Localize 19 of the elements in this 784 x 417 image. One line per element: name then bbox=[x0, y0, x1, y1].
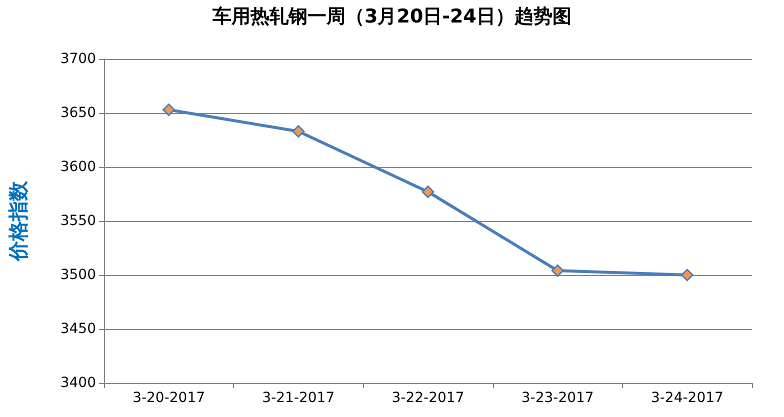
x-tick-label: 3-22-2017 bbox=[392, 390, 464, 406]
y-tick-label: 3550 bbox=[60, 213, 96, 229]
point bbox=[422, 186, 434, 198]
x-tick-label: 3-24-2017 bbox=[650, 390, 724, 406]
y-tick-label: 3650 bbox=[60, 105, 96, 121]
y-tick-label: 3600 bbox=[60, 159, 96, 175]
y-tick-label: 3500 bbox=[60, 267, 96, 283]
y-axis-title: 价格指数 bbox=[6, 180, 30, 262]
y-tick-label: 3400 bbox=[60, 375, 96, 391]
x-tick-label: 3-23-2017 bbox=[521, 390, 594, 406]
x-tick-label: 3-21-2017 bbox=[262, 390, 335, 406]
x-tick-label: 3-20-2017 bbox=[132, 390, 206, 406]
point bbox=[551, 264, 564, 277]
y-tick-label: 3450 bbox=[60, 321, 96, 337]
point bbox=[162, 104, 176, 116]
point bbox=[680, 268, 694, 282]
point bbox=[292, 125, 305, 138]
y-tick-label: 3700 bbox=[60, 51, 96, 67]
chart-title: 车用热轧钢一周（3月20日-24日）趋势图 bbox=[212, 6, 572, 28]
